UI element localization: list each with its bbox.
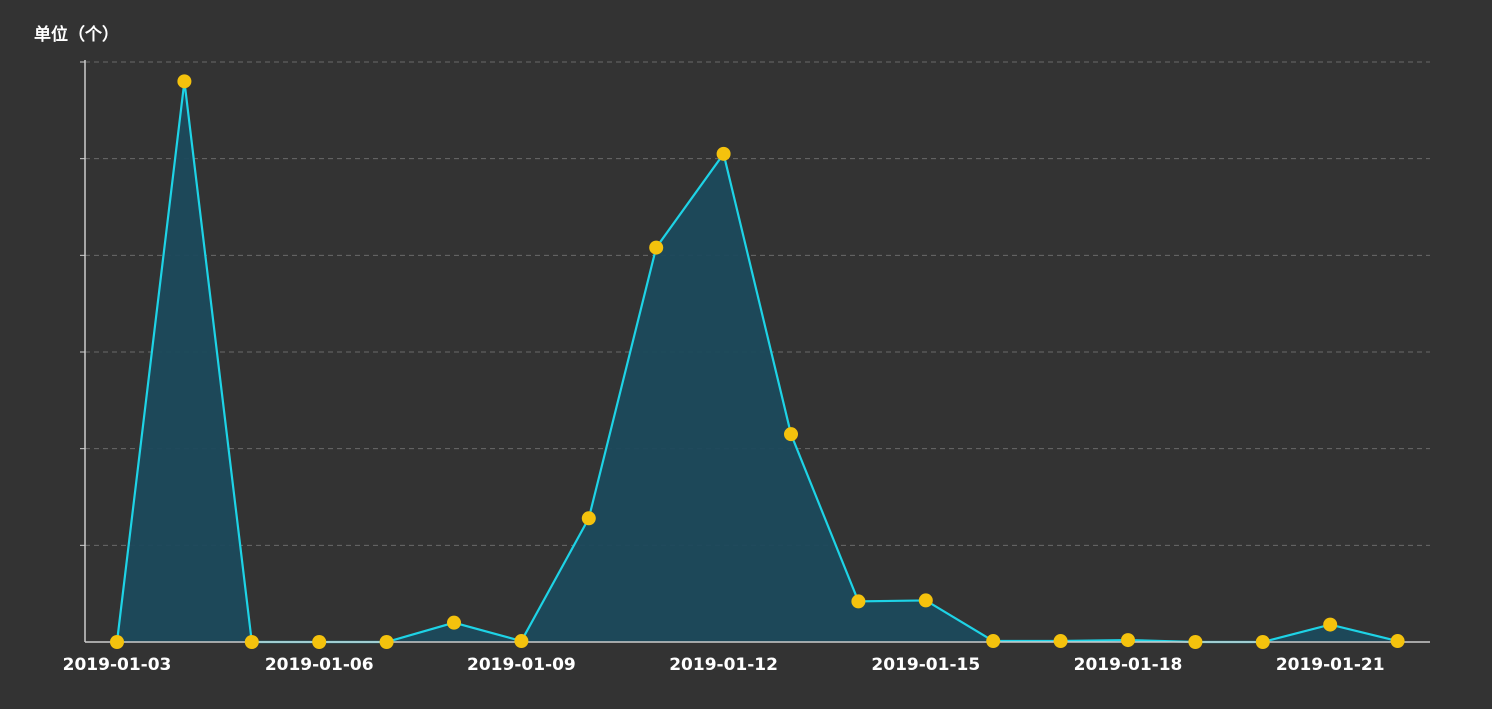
data-point	[177, 74, 192, 89]
area-fill	[117, 81, 1398, 643]
data-point	[1323, 617, 1338, 632]
data-point	[110, 635, 124, 649]
data-point	[1121, 633, 1135, 648]
data-point	[379, 635, 394, 649]
data-point	[649, 240, 664, 255]
data-point	[514, 634, 529, 649]
x-axis-ticks: 2019-01-03 2019-01-06 2019-01-09 2019-01-12…	[63, 655, 1385, 675]
data-point	[581, 511, 596, 526]
x-tick-label: 2019-01-09	[467, 655, 576, 675]
x-tick-label: 2019-01-03	[63, 655, 172, 675]
x-tick-label: 2019-01-06	[265, 655, 374, 675]
grid-lines	[80, 61, 1430, 546]
x-tick-label: 2019-01-21	[1276, 655, 1385, 675]
x-tick-label: 2019-01-12	[669, 655, 778, 675]
data-point	[447, 615, 461, 630]
data-point	[1188, 635, 1203, 649]
data-point	[986, 634, 1001, 649]
data-point	[851, 594, 866, 609]
data-point	[1053, 634, 1068, 649]
y-unit-label: 单位（个）	[34, 24, 119, 45]
x-tick-label: 2019-01-18	[1074, 655, 1183, 675]
data-point	[1255, 635, 1270, 649]
axes	[84, 60, 1430, 643]
stem-layer	[182, 81, 1332, 642]
data-point	[716, 146, 731, 161]
data-point	[244, 635, 259, 649]
data-point	[918, 593, 933, 608]
data-point	[1390, 634, 1405, 649]
data-points	[110, 74, 1405, 649]
data-point	[784, 427, 798, 442]
x-tick-label: 2019-01-15	[871, 655, 980, 675]
area-layer	[117, 81, 1398, 643]
data-point	[312, 635, 327, 649]
